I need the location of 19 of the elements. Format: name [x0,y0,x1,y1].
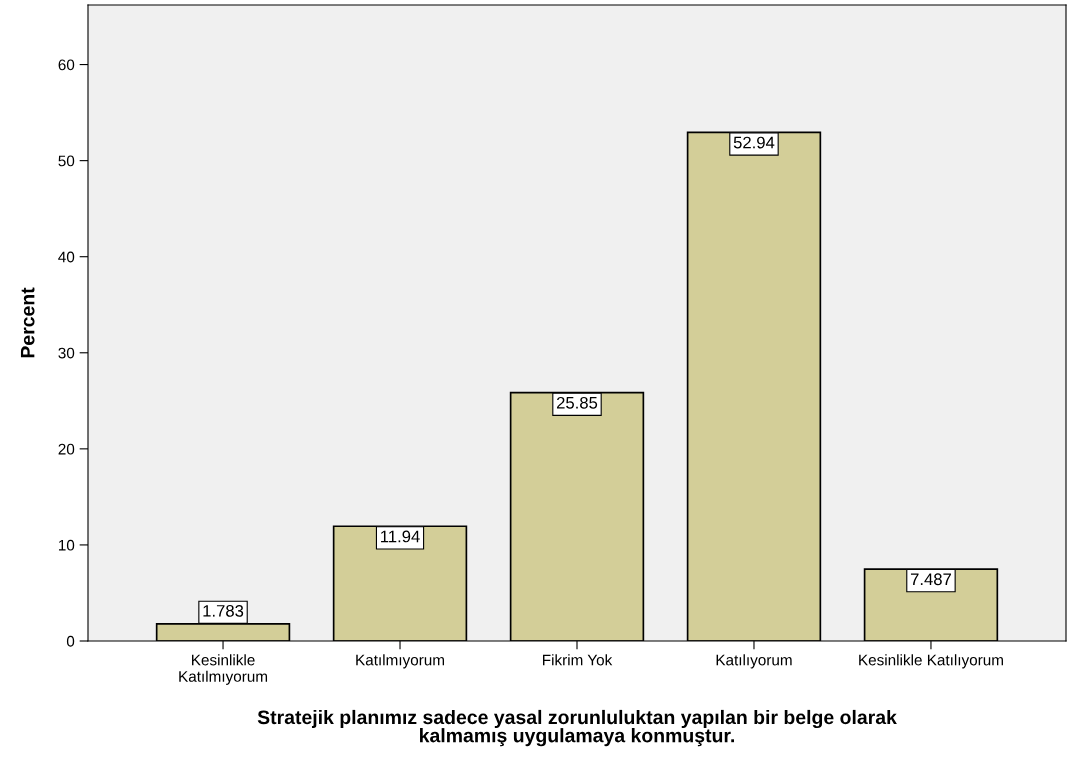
y-tick-label: 20 [58,443,75,455]
x-tick-label: Katılıyorum [716,654,792,669]
x-tick-label: Kesinlikle Katılmıyorum [179,654,268,685]
data-label: 11.94 [381,530,420,543]
x-tick-label: Kesinlikle Katılıyorum [859,654,1003,669]
y-axis-title: Percent [20,287,35,358]
y-tick-label: 30 [58,347,75,359]
data-label: 52.94 [733,136,775,149]
data-label: 25.85 [556,396,598,409]
y-tick-label: 10 [58,539,75,551]
x-axis-title: Stratejik planımız sadece yasal zorunluluktan yapılan bir belge olarak kalmamış uygulamaya konmuştur. [257,709,897,747]
y-tick-label: 0 [66,635,75,647]
y-tick-label: 40 [58,251,75,263]
x-tick-label: Fikrim Yok [543,654,613,666]
y-tick-label: 60 [58,59,75,71]
y-tick-label: 50 [58,155,75,167]
data-label: 1.783 [203,604,244,617]
x-tick-label: Katılmıyorum [356,654,445,669]
data-label: 7.487 [910,573,951,586]
